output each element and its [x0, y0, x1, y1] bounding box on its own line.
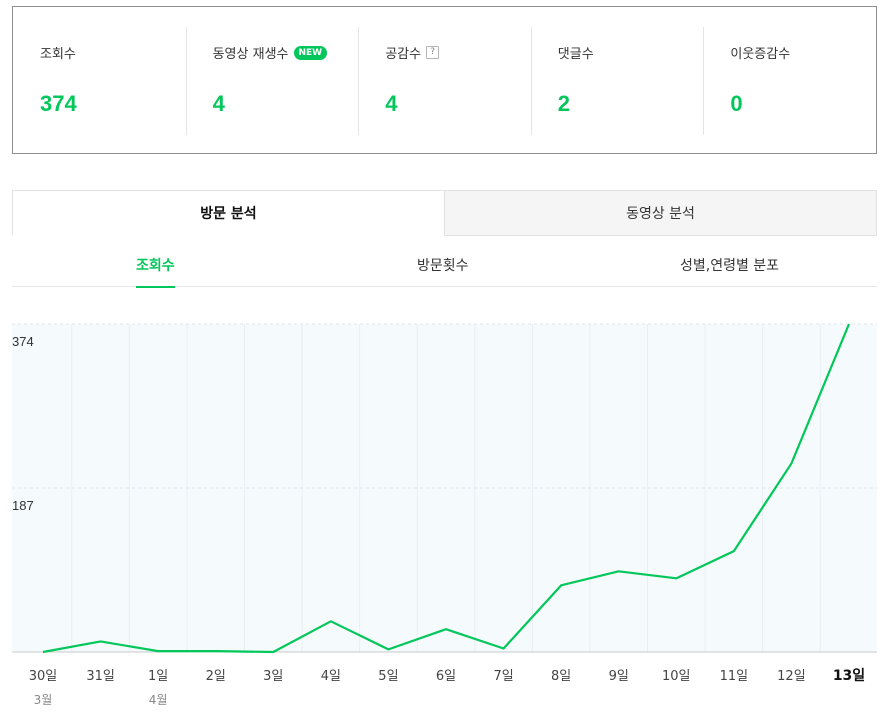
- chart-xtick-label: 6일: [436, 669, 456, 684]
- chart-month-label: 3월: [34, 693, 53, 707]
- stat-neighbor-change: 이웃증감수 0: [703, 7, 876, 153]
- views-chart: 187 374 30일 3월 31일 1일 4월 2일 3일 4일 5일 6일 7일 8일 9일 10일 11일…: [0, 300, 883, 720]
- subtab-views[interactable]: 조회수: [136, 246, 175, 288]
- chart-xtick-label: 9일: [609, 669, 629, 684]
- subtab-gender-age[interactable]: 성별,연령별 분포: [680, 258, 780, 274]
- chart-xtick-label: 11일: [720, 669, 749, 684]
- chart-xtick-label: 3일: [263, 669, 283, 684]
- chart-xtick-label: 10일: [662, 669, 691, 684]
- stat-value: 374: [40, 91, 77, 116]
- chart-xtick-label: 13일: [833, 668, 865, 684]
- tab-visit-analysis[interactable]: 방문 분석: [12, 190, 445, 236]
- chart-ytick-label: 187: [12, 498, 34, 513]
- stat-comments: 댓글수 2: [530, 7, 704, 153]
- stat-value: 4: [212, 91, 225, 116]
- help-icon[interactable]: ?: [426, 46, 440, 59]
- main-tabs: 방문 분석 동영상 분석: [12, 190, 877, 236]
- stat-views: 조회수 374: [13, 7, 186, 153]
- views-chart-svg: 187 374 30일 3월 31일 1일 4월 2일 3일 4일 5일 6일 7일 8일 9일 10일 11일…: [12, 323, 877, 707]
- chart-xtick-label: 2일: [206, 669, 226, 684]
- chart-xtick-label: 1일: [148, 669, 168, 684]
- stat-label: 공감수: [385, 47, 422, 62]
- chart-series-line: [42, 323, 851, 654]
- chart-xtick-label: 30일: [29, 669, 58, 684]
- stat-value: 4: [385, 91, 398, 116]
- subtab-visit-count[interactable]: 방문횟수: [417, 258, 469, 274]
- stat-label: 조회수: [40, 47, 76, 62]
- sub-tabs: 조회수 방문횟수 성별,연령별 분포: [12, 246, 877, 288]
- stat-value: 0: [730, 91, 743, 116]
- new-badge: NEW: [293, 45, 328, 60]
- stat-video-plays: 동영상 재생수 NEW 4: [185, 7, 359, 153]
- stat-value: 2: [557, 91, 571, 116]
- chart-month-label: 4월: [149, 693, 168, 707]
- stat-label: 이웃증감수: [730, 47, 791, 62]
- chart-xtick-label: 7일: [493, 669, 513, 684]
- summary-stats: 조회수 374 동영상 재생수 NEW 4 공감수 ? 4 댓글수 2 이웃증감…: [12, 6, 877, 154]
- chart-xtick-label: 31일: [86, 669, 115, 684]
- chart-xtick-label: 5일: [378, 669, 398, 684]
- chart-xtick-label: 12일: [777, 669, 806, 684]
- tab-video-analysis[interactable]: 동영상 분석: [445, 190, 877, 236]
- chart-xtick-label: 4일: [321, 669, 341, 684]
- stat-likes: 공감수 ? 4: [358, 7, 531, 153]
- chart-xtick-label: 8일: [551, 669, 571, 684]
- stat-label: 댓글수: [557, 47, 594, 62]
- stat-label: 동영상 재생수: [212, 47, 289, 62]
- chart-ytick-label: 374: [12, 334, 34, 349]
